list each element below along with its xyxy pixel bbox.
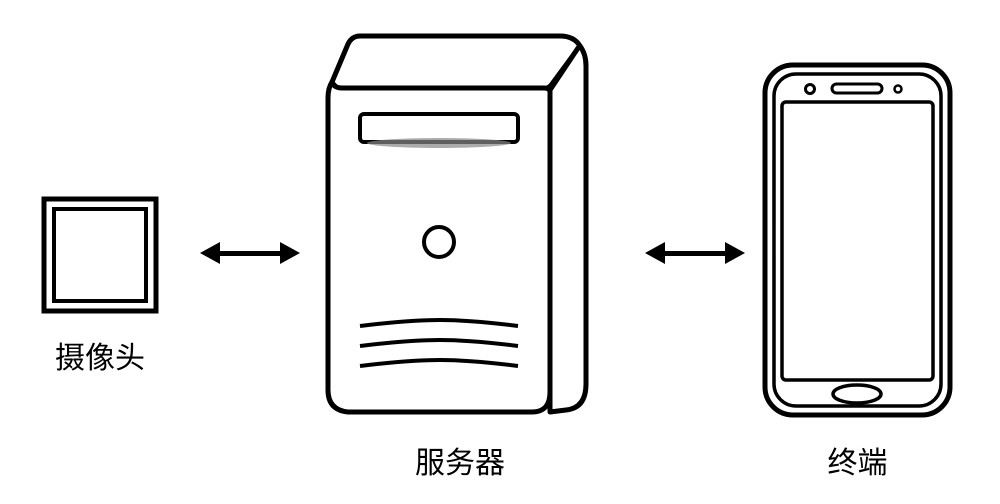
- smartphone-icon: [760, 60, 955, 420]
- arrow-line: [220, 251, 280, 256]
- camera-node: 摄像头: [40, 195, 160, 377]
- arrow-head-left-icon: [200, 242, 220, 264]
- arrow-camera-server: [200, 242, 300, 264]
- arrow-head-right-icon: [725, 242, 745, 264]
- arrow-head-left-icon: [645, 242, 665, 264]
- arrow-server-terminal: [645, 242, 745, 264]
- terminal-node: 终端: [760, 60, 955, 482]
- server-label: 服务器: [415, 438, 505, 482]
- server-icon: [320, 30, 600, 420]
- diagram-container: 摄像头 服务器: [0, 0, 1000, 504]
- camera-label: 摄像头: [55, 333, 145, 377]
- terminal-label: 终端: [828, 438, 888, 482]
- camera-icon: [40, 195, 160, 315]
- server-node: 服务器: [320, 30, 600, 482]
- arrow-head-right-icon: [280, 242, 300, 264]
- arrow-line: [665, 251, 725, 256]
